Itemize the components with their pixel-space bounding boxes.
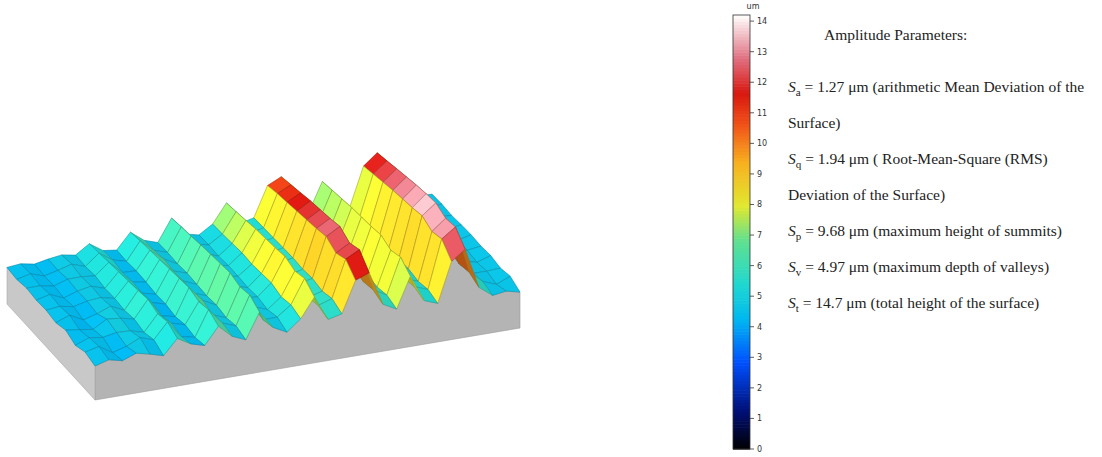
colorbar-tick-label: 10 (757, 139, 767, 148)
description: (maximum height of summits) (869, 222, 1062, 240)
unit: μm (845, 258, 869, 275)
parameter-line: Surface) (788, 114, 841, 132)
colorbar-tick (750, 143, 754, 144)
relation: = (801, 222, 818, 239)
colorbar-tick (750, 21, 754, 22)
colorbar-tick-label: 8 (757, 200, 762, 209)
surface-cell (56, 315, 80, 330)
colorbar-tick (750, 51, 754, 52)
description: Surface) (788, 114, 841, 132)
surface-cell (263, 317, 287, 332)
value: 4.97 (818, 258, 845, 275)
colorbar-tick (750, 357, 754, 358)
colorbar-tick (750, 449, 754, 450)
colorbar: 01234567891011121314um (733, 2, 767, 454)
description: (maximum depth of valleys) (869, 258, 1049, 276)
parameter-line: Sa = 1.27 μm (arithmetic Mean Deviation … (788, 78, 1084, 98)
colorbar-tick-label: 5 (757, 292, 762, 301)
colorbar-frame (733, 15, 750, 449)
colorbar-tick-label: 1 (757, 414, 762, 423)
relation: = (801, 78, 818, 95)
colorbar-tick (750, 173, 754, 174)
colorbar-tick (750, 387, 754, 388)
colorbar-tick (750, 296, 754, 297)
colorbar-tick-label: 3 (757, 353, 762, 362)
value: 1.27 (817, 78, 844, 95)
surface-cell (428, 239, 452, 303)
colorbar-tick-label: 7 (757, 231, 762, 240)
unit: μm (845, 150, 869, 167)
value: 14.7 (815, 294, 842, 311)
colorbar-tick (750, 235, 754, 236)
parameter-line: St = 14.7 μm (total height of the surfac… (788, 294, 1039, 314)
value: 1.94 (818, 150, 845, 167)
surface-cell (17, 274, 41, 288)
surface-cell (85, 347, 109, 367)
unit: μm (844, 78, 868, 95)
colorbar-slice (733, 15, 750, 19)
colorbar-tick (750, 326, 754, 327)
panel-title: Amplitude Parameters: (824, 26, 967, 43)
colorbar-tick (750, 112, 754, 113)
colorbar-tick-label: 13 (757, 48, 767, 57)
colorbar-tick-label: 0 (757, 445, 762, 454)
colorbar-tick (750, 204, 754, 205)
colorbar-tick (750, 82, 754, 83)
description: (arithmetic Mean Deviation of the (869, 78, 1085, 96)
colorbar-tick-label: 9 (757, 170, 762, 179)
colorbar-tick-label: 4 (757, 323, 762, 332)
unit: μm (845, 222, 869, 239)
description: Deviation of the Surface) (788, 186, 945, 204)
unit: μm (842, 294, 866, 311)
colorbar-tick-label: 14 (757, 17, 767, 26)
colorbar-tick-label: 12 (757, 78, 767, 87)
colorbar-tick-label: 2 (757, 384, 762, 393)
relation: = (799, 294, 816, 311)
colorbar-label: um (747, 2, 760, 11)
figure: 01234567891011121314umAmplitude Paramete… (0, 0, 1102, 457)
parameter-line: Sq = 1.94 μm ( Root-Mean-Square (RMS) (788, 150, 1048, 170)
relation: = (801, 150, 818, 167)
parameter-line: Sv = 4.97 μm (maximum depth of valleys) (788, 258, 1049, 278)
description: ( Root-Mean-Square (RMS) (869, 150, 1048, 168)
colorbar-tick (750, 265, 754, 266)
parameter-line: Sp = 9.68 μm (maximum height of summits) (788, 222, 1062, 242)
parameter-line: Deviation of the Surface) (788, 186, 945, 204)
value: 9.68 (818, 222, 845, 239)
colorbar-tick-label: 11 (757, 109, 767, 118)
colorbar-tick (750, 418, 754, 419)
description: (total height of the surface) (867, 294, 1040, 312)
colorbar-tick-label: 6 (757, 262, 762, 271)
parameter-panel: Amplitude Parameters: Sa = 1.27 μm (arith… (788, 26, 1084, 314)
surface-plot (7, 153, 520, 400)
slab-left (7, 267, 95, 400)
relation: = (801, 258, 818, 275)
